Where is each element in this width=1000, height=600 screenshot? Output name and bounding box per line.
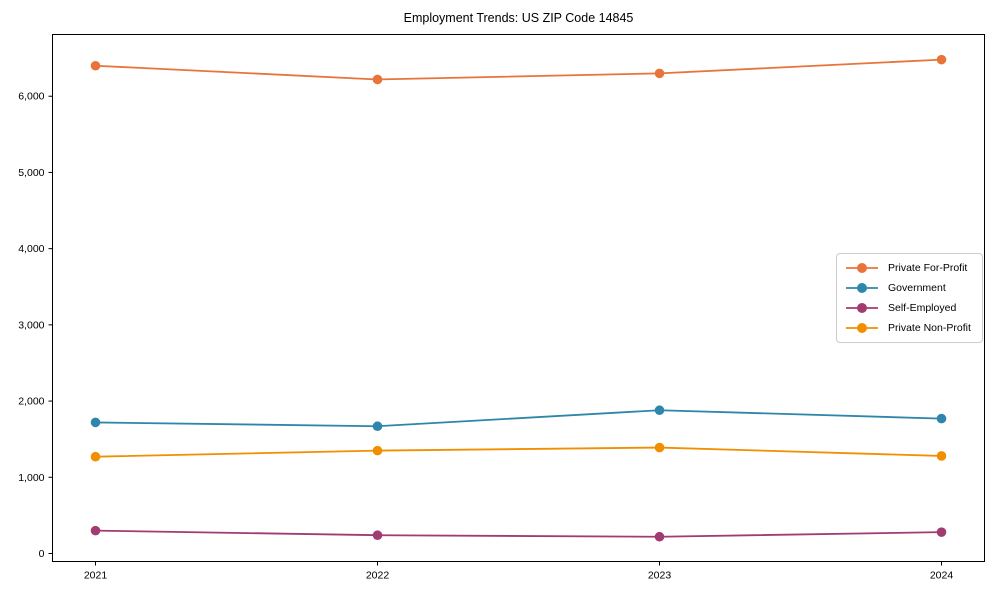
x-tick-label: 2021 xyxy=(84,570,108,582)
legend-label: Self-Employed xyxy=(888,302,957,314)
series-line xyxy=(95,446,942,458)
y-tick-label: 6,000 xyxy=(18,91,44,103)
data-point xyxy=(654,68,665,79)
legend-item: Self-Employed xyxy=(845,299,974,317)
data-point xyxy=(654,405,665,416)
legend-label: Private Non-Profit xyxy=(888,322,971,334)
data-point xyxy=(936,527,947,537)
data-point xyxy=(654,531,665,542)
y-tick-label: 4,000 xyxy=(18,243,44,255)
data-point xyxy=(90,417,101,428)
legend-item: Private Non-Profit xyxy=(845,319,974,337)
y-tick-label: 2,000 xyxy=(18,396,44,408)
data-point xyxy=(372,445,383,456)
y-tick-label: 1,000 xyxy=(18,472,44,484)
legend-item: Government xyxy=(845,279,974,297)
x-tick-label: 2024 xyxy=(930,570,954,582)
legend-item: Private For-Profit xyxy=(845,259,974,277)
plot-border xyxy=(52,34,985,562)
y-tick-label: 3,000 xyxy=(18,319,44,331)
legend-line-marker-icon xyxy=(846,283,878,293)
legend-label: Private For-Profit xyxy=(888,262,968,274)
data-point xyxy=(936,451,947,461)
chart-title: Employment Trends: US ZIP Code 14845 xyxy=(403,11,634,25)
data-point xyxy=(90,60,101,71)
series-line xyxy=(95,529,942,538)
data-point xyxy=(372,74,383,85)
legend-line-marker-icon xyxy=(846,263,878,273)
x-tick-label: 2023 xyxy=(648,570,672,582)
legend-label: Government xyxy=(888,282,946,294)
y-tick-label: 5,000 xyxy=(18,167,44,179)
data-point xyxy=(372,421,383,432)
legend-line-marker-icon xyxy=(846,323,878,333)
data-point xyxy=(936,54,947,65)
data-point xyxy=(90,525,101,536)
data-point xyxy=(90,451,101,462)
series-line xyxy=(95,409,942,428)
data-point xyxy=(372,530,383,541)
legend: Private For-Profit Government Self-Emplo… xyxy=(836,253,983,343)
legend-line-marker-icon xyxy=(846,303,878,313)
y-tick-label: 0 xyxy=(39,548,45,560)
data-point xyxy=(654,442,665,453)
x-tick-label: 2022 xyxy=(366,570,390,582)
series-line xyxy=(95,58,942,81)
data-point xyxy=(936,413,947,424)
